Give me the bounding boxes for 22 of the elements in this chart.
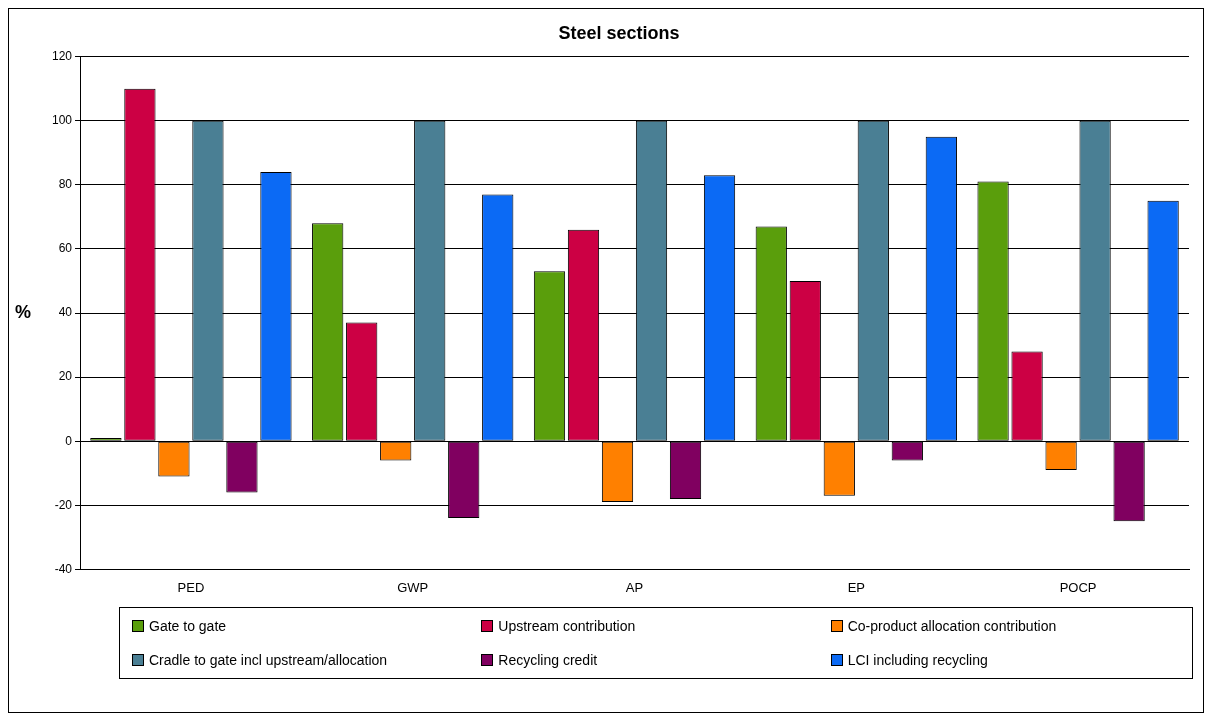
y-tick-label: 40	[58, 305, 73, 320]
y-tick-label: 80	[58, 177, 73, 192]
x-tick-label: POCP	[1059, 579, 1097, 595]
y-tick-label: 20	[58, 369, 73, 384]
y-axis-title: %	[15, 301, 32, 322]
legend-label: Cradle to gate incl upstream/allocation	[149, 652, 388, 668]
legend-label: Co-product allocation contribution	[847, 618, 1057, 634]
x-tick-label: GWP	[397, 579, 429, 595]
chart-title: Steel sections	[558, 22, 680, 43]
y-tick-label: 100	[51, 113, 73, 128]
legend-label: LCI including recycling	[847, 652, 988, 668]
x-tick-label: EP	[847, 579, 865, 595]
legend-label: Gate to gate	[149, 618, 227, 634]
x-tick-label: AP	[625, 579, 644, 595]
y-tick-label: -20	[54, 497, 73, 512]
y-tick-label: 120	[51, 48, 73, 63]
x-tick-label: PED	[177, 579, 205, 595]
y-tick-label: -40	[54, 561, 73, 576]
legend-label: Upstream contribution	[498, 618, 636, 634]
y-tick-label: 60	[58, 241, 73, 256]
legend-label: Recycling credit	[498, 652, 598, 668]
y-tick-label: 0	[65, 433, 73, 448]
